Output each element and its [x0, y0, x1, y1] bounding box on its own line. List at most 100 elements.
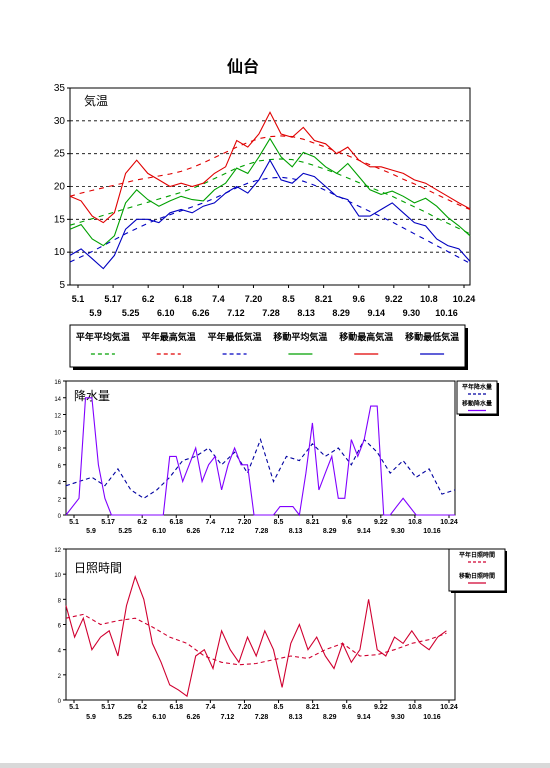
legend-entry-label: 平年平均気温 — [76, 331, 130, 343]
y-tick-label: 2 — [58, 674, 62, 680]
page-title: 仙台 — [227, 57, 259, 76]
x-tick-label: 8.13 — [289, 528, 303, 535]
y-tick-label: 35 — [54, 83, 66, 94]
x-tick-label: 6.26 — [187, 528, 201, 535]
y-tick-label: 12 — [54, 414, 61, 420]
legend-entry-label: 平年降水量 — [462, 383, 492, 391]
x-tick-label: 8.29 — [332, 308, 350, 318]
x-tick-label: 8.13 — [289, 714, 303, 721]
y-tick-label: 5 — [59, 280, 65, 291]
x-tick-label: 7.28 — [255, 528, 269, 535]
y-tick-label: 16 — [54, 380, 61, 386]
plot-frame — [65, 548, 456, 701]
x-tick-label: 10.8 — [408, 519, 422, 526]
x-tick-label: 5.25 — [118, 528, 132, 535]
x-tick-label: 5.17 — [101, 704, 115, 711]
x-tick-label: 7.4 — [205, 704, 215, 711]
x-tick-label: 6.2 — [137, 519, 147, 526]
temperature-chart: 5 10 15 20 25 30 35 5.1 5.17 6.2 6.18 7.4 7.20 8.5 8.2… — [54, 83, 475, 370]
legend-box — [448, 548, 506, 592]
x-tick-label: 6.10 — [157, 308, 175, 318]
series-line-3 — [69, 176, 471, 264]
x-tick-label: 5.17 — [104, 294, 122, 304]
x-tick-label: 6.2 — [142, 294, 155, 304]
x-tick-label: 10.16 — [423, 714, 441, 721]
x-tick-label: 7.28 — [262, 308, 280, 318]
x-tick-label: 9.30 — [391, 528, 405, 535]
x-tick-label: 8.13 — [297, 308, 315, 318]
x-tick-label: 9.30 — [391, 714, 405, 721]
x-tick-label: 8.5 — [274, 704, 284, 711]
y-tick-label: 14 — [54, 397, 61, 403]
x-tick-label: 10.24 — [440, 704, 458, 711]
x-tick-label: 7.20 — [238, 704, 252, 711]
series-line-1 — [65, 437, 456, 499]
x-tick-label: 7.28 — [255, 714, 269, 721]
sunshine-chart: 0 2 4 6 8 10 12 5.1 5.17 6.2 6.18 7.4 7.20 8.5 8.21 9.6… — [54, 548, 507, 721]
panel-label: 日照時間 — [74, 561, 122, 575]
precipitation-chart: 0 2 4 6 8 10 12 14 16 5.1 5.17 6.2 6.18 7.4 7.20 8.5 8.2… — [54, 380, 499, 535]
x-tick-label: 8.5 — [282, 294, 295, 304]
y-tick-label: 12 — [54, 548, 61, 554]
x-tick-label: 7.4 — [212, 294, 225, 304]
x-tick-label: 9.6 — [342, 519, 352, 526]
x-tick-label: 9.14 — [357, 528, 371, 535]
y-tick-label: 8 — [58, 447, 62, 453]
legend-entry-label: 平年最低気温 — [208, 331, 262, 343]
x-tick-label: 9.14 — [357, 714, 371, 721]
x-tick-label: 10.24 — [440, 519, 458, 526]
legend-entry-label: 移動平均気温 — [273, 331, 327, 343]
x-tick-label: 6.10 — [152, 528, 166, 535]
series-line-2 — [65, 574, 447, 698]
legend-entry-label: 移動日照時間 — [459, 572, 495, 580]
y-tick-label: 20 — [54, 182, 66, 193]
y-tick-label: 10 — [54, 247, 66, 258]
legend-entry-label: 移動最高気温 — [339, 331, 393, 343]
x-tick-label: 7.20 — [245, 294, 263, 304]
x-tick-label: 10.8 — [408, 704, 422, 711]
legend-entry-label: 平年最高気温 — [142, 331, 196, 343]
x-tick-label: 5.9 — [86, 714, 96, 721]
y-tick-label: 6 — [58, 624, 62, 630]
x-tick-label: 8.21 — [306, 519, 320, 526]
legend-entry-label: 移動降水量 — [462, 400, 492, 408]
y-tick-label: 2 — [58, 497, 62, 503]
x-tick-label: 6.10 — [152, 714, 166, 721]
x-tick-label: 7.20 — [238, 519, 252, 526]
legend-entry-label: 平年日照時間 — [459, 551, 495, 559]
x-tick-label: 5.25 — [118, 714, 132, 721]
x-tick-label: 5.17 — [101, 519, 115, 526]
y-tick-label: 25 — [54, 149, 66, 160]
y-tick-label: 4 — [58, 481, 62, 487]
x-tick-label: 5.1 — [72, 294, 85, 304]
y-tick-label: 30 — [54, 116, 66, 127]
series-line-6 — [69, 159, 471, 270]
x-tick-label: 9.22 — [385, 294, 403, 304]
x-tick-label: 7.12 — [221, 528, 235, 535]
x-tick-label: 10.16 — [435, 308, 458, 318]
series-line-5 — [69, 111, 471, 224]
y-tick-label: 4 — [58, 649, 62, 655]
panel-label: 気温 — [84, 93, 108, 108]
x-tick-label: 8.21 — [315, 294, 333, 304]
y-tick-label: 15 — [54, 214, 66, 225]
x-tick-label: 9.6 — [342, 704, 352, 711]
x-tick-label: 10.24 — [453, 294, 476, 304]
x-tick-label: 9.14 — [368, 308, 386, 318]
legend-entry-label: 移動最低気温 — [405, 331, 459, 343]
x-tick-label: 9.6 — [352, 294, 365, 304]
series-line-1 — [69, 158, 471, 235]
x-tick-label: 7.12 — [227, 308, 245, 318]
x-tick-label: 10.16 — [423, 528, 441, 535]
y-tick-label: 6 — [58, 464, 62, 470]
series-line-4 — [69, 137, 471, 247]
x-tick-label: 6.2 — [137, 704, 147, 711]
x-tick-label: 8.21 — [306, 704, 320, 711]
panel-label: 降水量 — [74, 389, 110, 403]
x-tick-label: 9.30 — [403, 308, 421, 318]
x-tick-label: 9.22 — [374, 704, 388, 711]
y-tick-label: 0 — [58, 514, 62, 520]
x-tick-label: 6.26 — [187, 714, 201, 721]
series-line-2 — [65, 397, 455, 517]
